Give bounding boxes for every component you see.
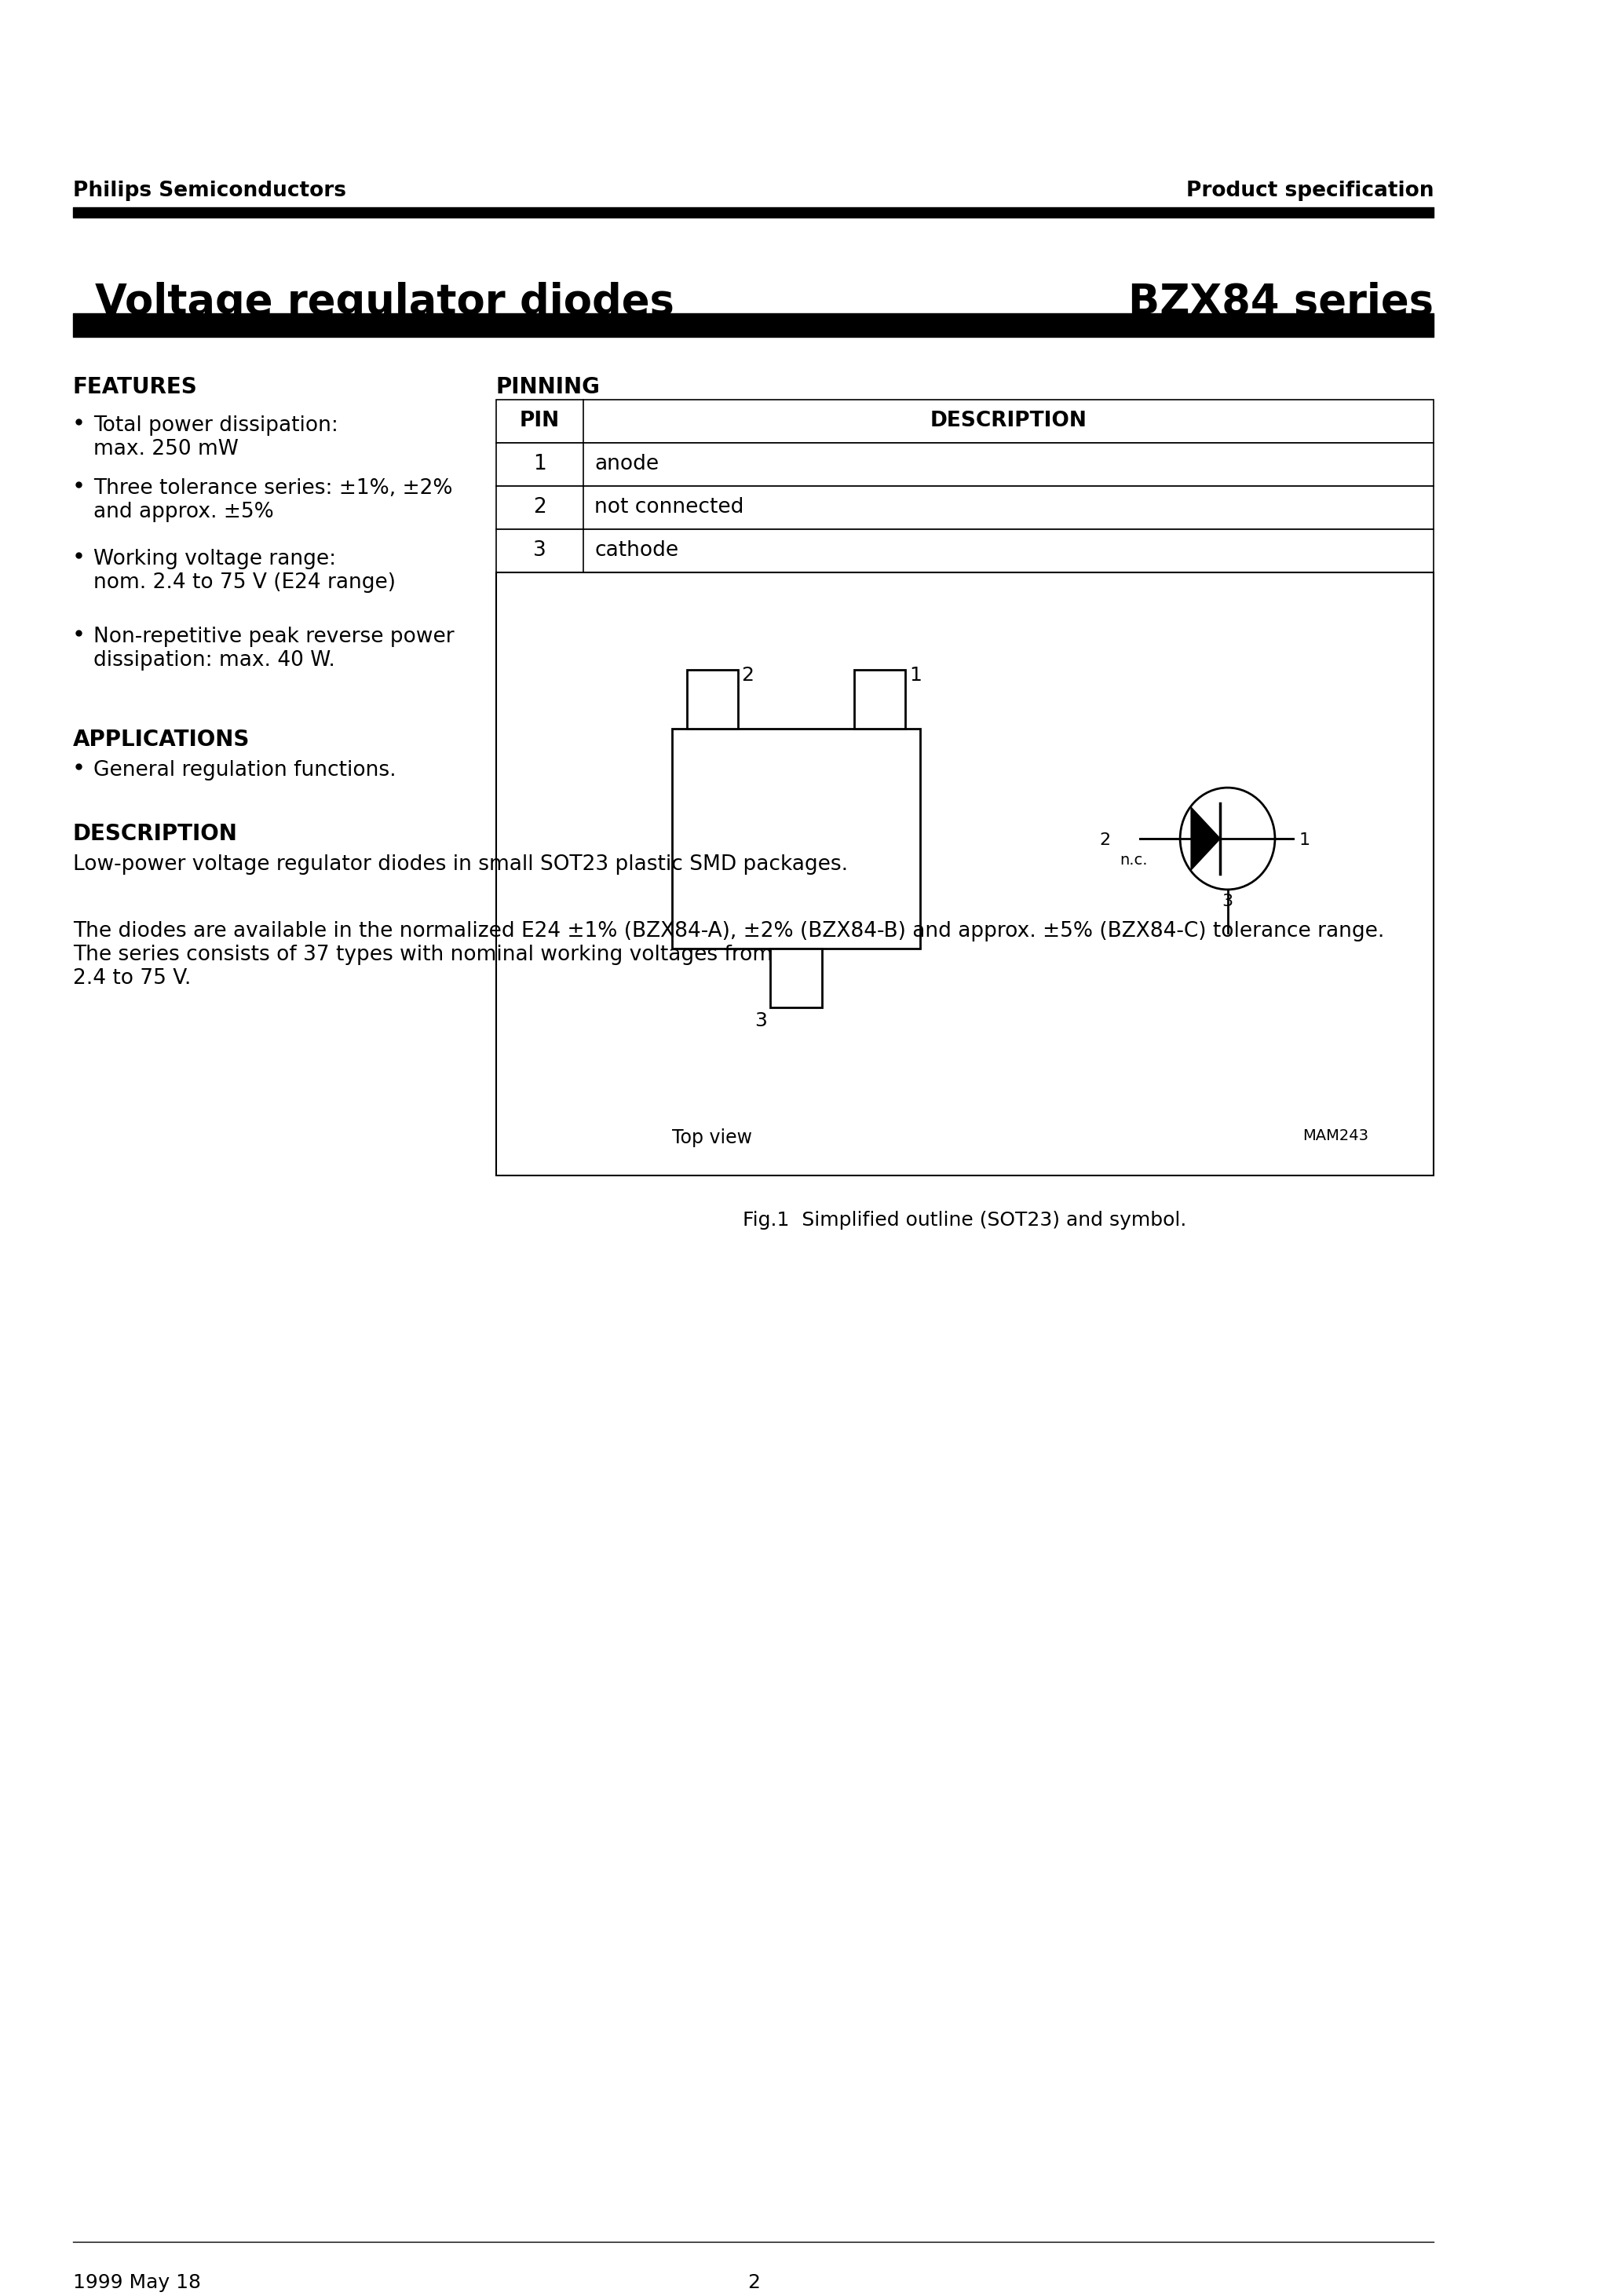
- Bar: [672, 728, 920, 948]
- Bar: [496, 572, 1434, 1176]
- Polygon shape: [1191, 808, 1220, 870]
- Text: 1: 1: [910, 666, 921, 684]
- Polygon shape: [1191, 808, 1220, 870]
- Text: DESCRIPTION: DESCRIPTION: [929, 411, 1087, 432]
- Text: Non-repetitive peak reverse power
dissipation: max. 40 W.: Non-repetitive peak reverse power dissip…: [94, 627, 454, 670]
- Bar: [496, 487, 1434, 528]
- Text: BZX84 series: BZX84 series: [1129, 282, 1434, 324]
- Text: Working voltage range:
nom. 2.4 to 75 V (E24 range): Working voltage range: nom. 2.4 to 75 V …: [94, 549, 396, 592]
- Text: Top view: Top view: [672, 1130, 753, 1148]
- Text: PINNING: PINNING: [496, 377, 600, 397]
- Text: anode: anode: [594, 455, 659, 475]
- Text: Product specification: Product specification: [1186, 181, 1434, 200]
- Text: Fig.1  Simplified outline (SOT23) and symbol.: Fig.1 Simplified outline (SOT23) and sym…: [743, 1210, 1187, 1231]
- Bar: [770, 948, 822, 1008]
- Bar: [496, 528, 1434, 572]
- Bar: [855, 670, 905, 728]
- Text: FEATURES: FEATURES: [73, 377, 198, 397]
- Text: APPLICATIONS: APPLICATIONS: [73, 728, 250, 751]
- Text: 3: 3: [754, 1010, 767, 1031]
- Text: MAM243: MAM243: [1302, 1130, 1369, 1143]
- Text: Voltage regulator diodes: Voltage regulator diodes: [94, 282, 675, 324]
- Text: 1: 1: [534, 455, 547, 475]
- Text: 1999 May 18: 1999 May 18: [73, 2273, 201, 2291]
- Text: DESCRIPTION: DESCRIPTION: [73, 822, 238, 845]
- Text: not connected: not connected: [594, 498, 744, 517]
- Bar: [686, 670, 738, 728]
- Text: PIN: PIN: [519, 411, 560, 432]
- Text: 3: 3: [534, 540, 547, 560]
- Bar: [496, 400, 1434, 443]
- Text: 3: 3: [1221, 893, 1233, 909]
- Text: Three tolerance series: ±1%, ±2%
and approx. ±5%: Three tolerance series: ±1%, ±2% and app…: [94, 478, 453, 521]
- Text: 2: 2: [1100, 833, 1111, 847]
- Circle shape: [1181, 788, 1275, 889]
- Text: Low-power voltage regulator diodes in small SOT23 plastic SMD packages.: Low-power voltage regulator diodes in sm…: [73, 854, 848, 875]
- Text: General regulation functions.: General regulation functions.: [94, 760, 396, 781]
- Text: n.c.: n.c.: [1119, 852, 1147, 868]
- Text: 1: 1: [1299, 833, 1311, 847]
- Text: 2: 2: [534, 498, 547, 517]
- Text: Total power dissipation:
max. 250 mW: Total power dissipation: max. 250 mW: [94, 416, 339, 459]
- Text: The diodes are available in the normalized E24 ±1% (BZX84-A), ±2% (BZX84-B) and : The diodes are available in the normaliz…: [73, 921, 1384, 987]
- Text: cathode: cathode: [594, 540, 678, 560]
- Text: Philips Semiconductors: Philips Semiconductors: [73, 181, 345, 200]
- Bar: [496, 443, 1434, 487]
- Text: 2: 2: [741, 666, 754, 684]
- Text: 2: 2: [748, 2273, 759, 2291]
